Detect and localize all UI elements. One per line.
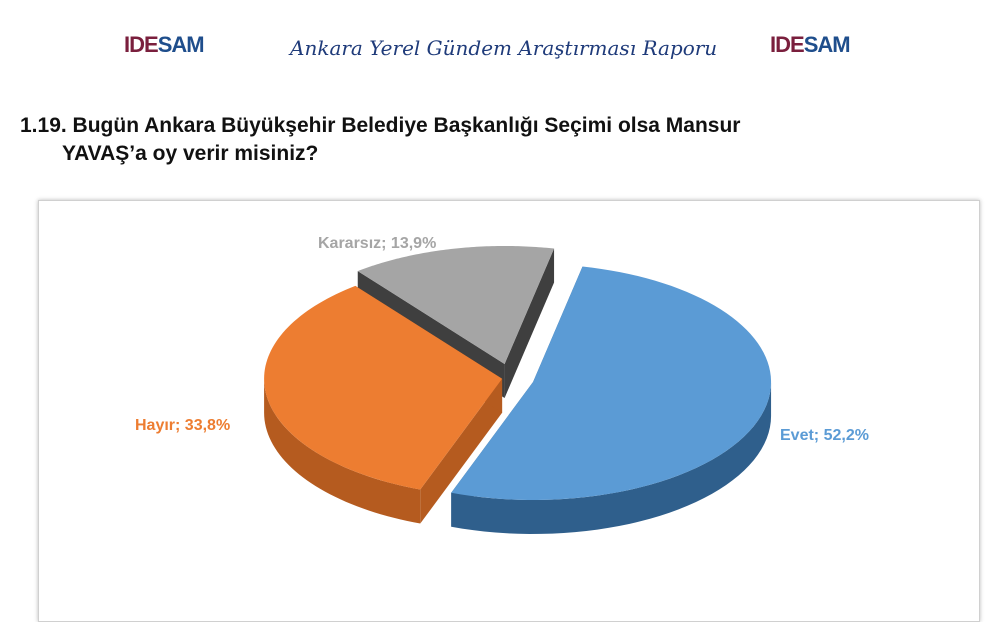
pie-slice-evet xyxy=(451,266,772,500)
question-line-2: YAVAŞ’a oy verir misiniz? xyxy=(62,142,319,165)
logo-part: SAM xyxy=(157,32,205,57)
pie-slice-wall xyxy=(504,248,555,398)
idesam-logo-left: IDESAM xyxy=(124,32,205,58)
question-line-1: 1.19. Bugün Ankara Büyükşehir Belediye B… xyxy=(20,114,741,137)
pie-slice-side xyxy=(264,378,421,524)
report-title: Ankara Yerel Gündem Araştırması Raporu xyxy=(290,36,718,60)
data-label-kararsız: Kararsız; 13,9% xyxy=(318,235,436,252)
data-label-hayır: Hayır; 33,8% xyxy=(135,417,230,434)
logo-part: IDE xyxy=(124,32,159,57)
pie-slice-kararsız xyxy=(357,245,555,364)
pie-slice-wall xyxy=(420,378,503,524)
pie-chart: Evet; 52,2% Hayır; 33,8% Kararsız; 13,9% xyxy=(135,235,869,534)
idesam-logo-right: IDESAM xyxy=(770,32,851,58)
logo-part: SAM xyxy=(803,32,851,57)
question-heading: 1.19. Bugün Ankara Büyükşehir Belediye B… xyxy=(20,112,978,168)
pie-slice-side xyxy=(451,381,772,534)
data-label-evet: Evet; 52,2% xyxy=(780,427,869,444)
logo-part: IDE xyxy=(770,32,805,57)
pie-slice-hayır xyxy=(264,285,503,490)
